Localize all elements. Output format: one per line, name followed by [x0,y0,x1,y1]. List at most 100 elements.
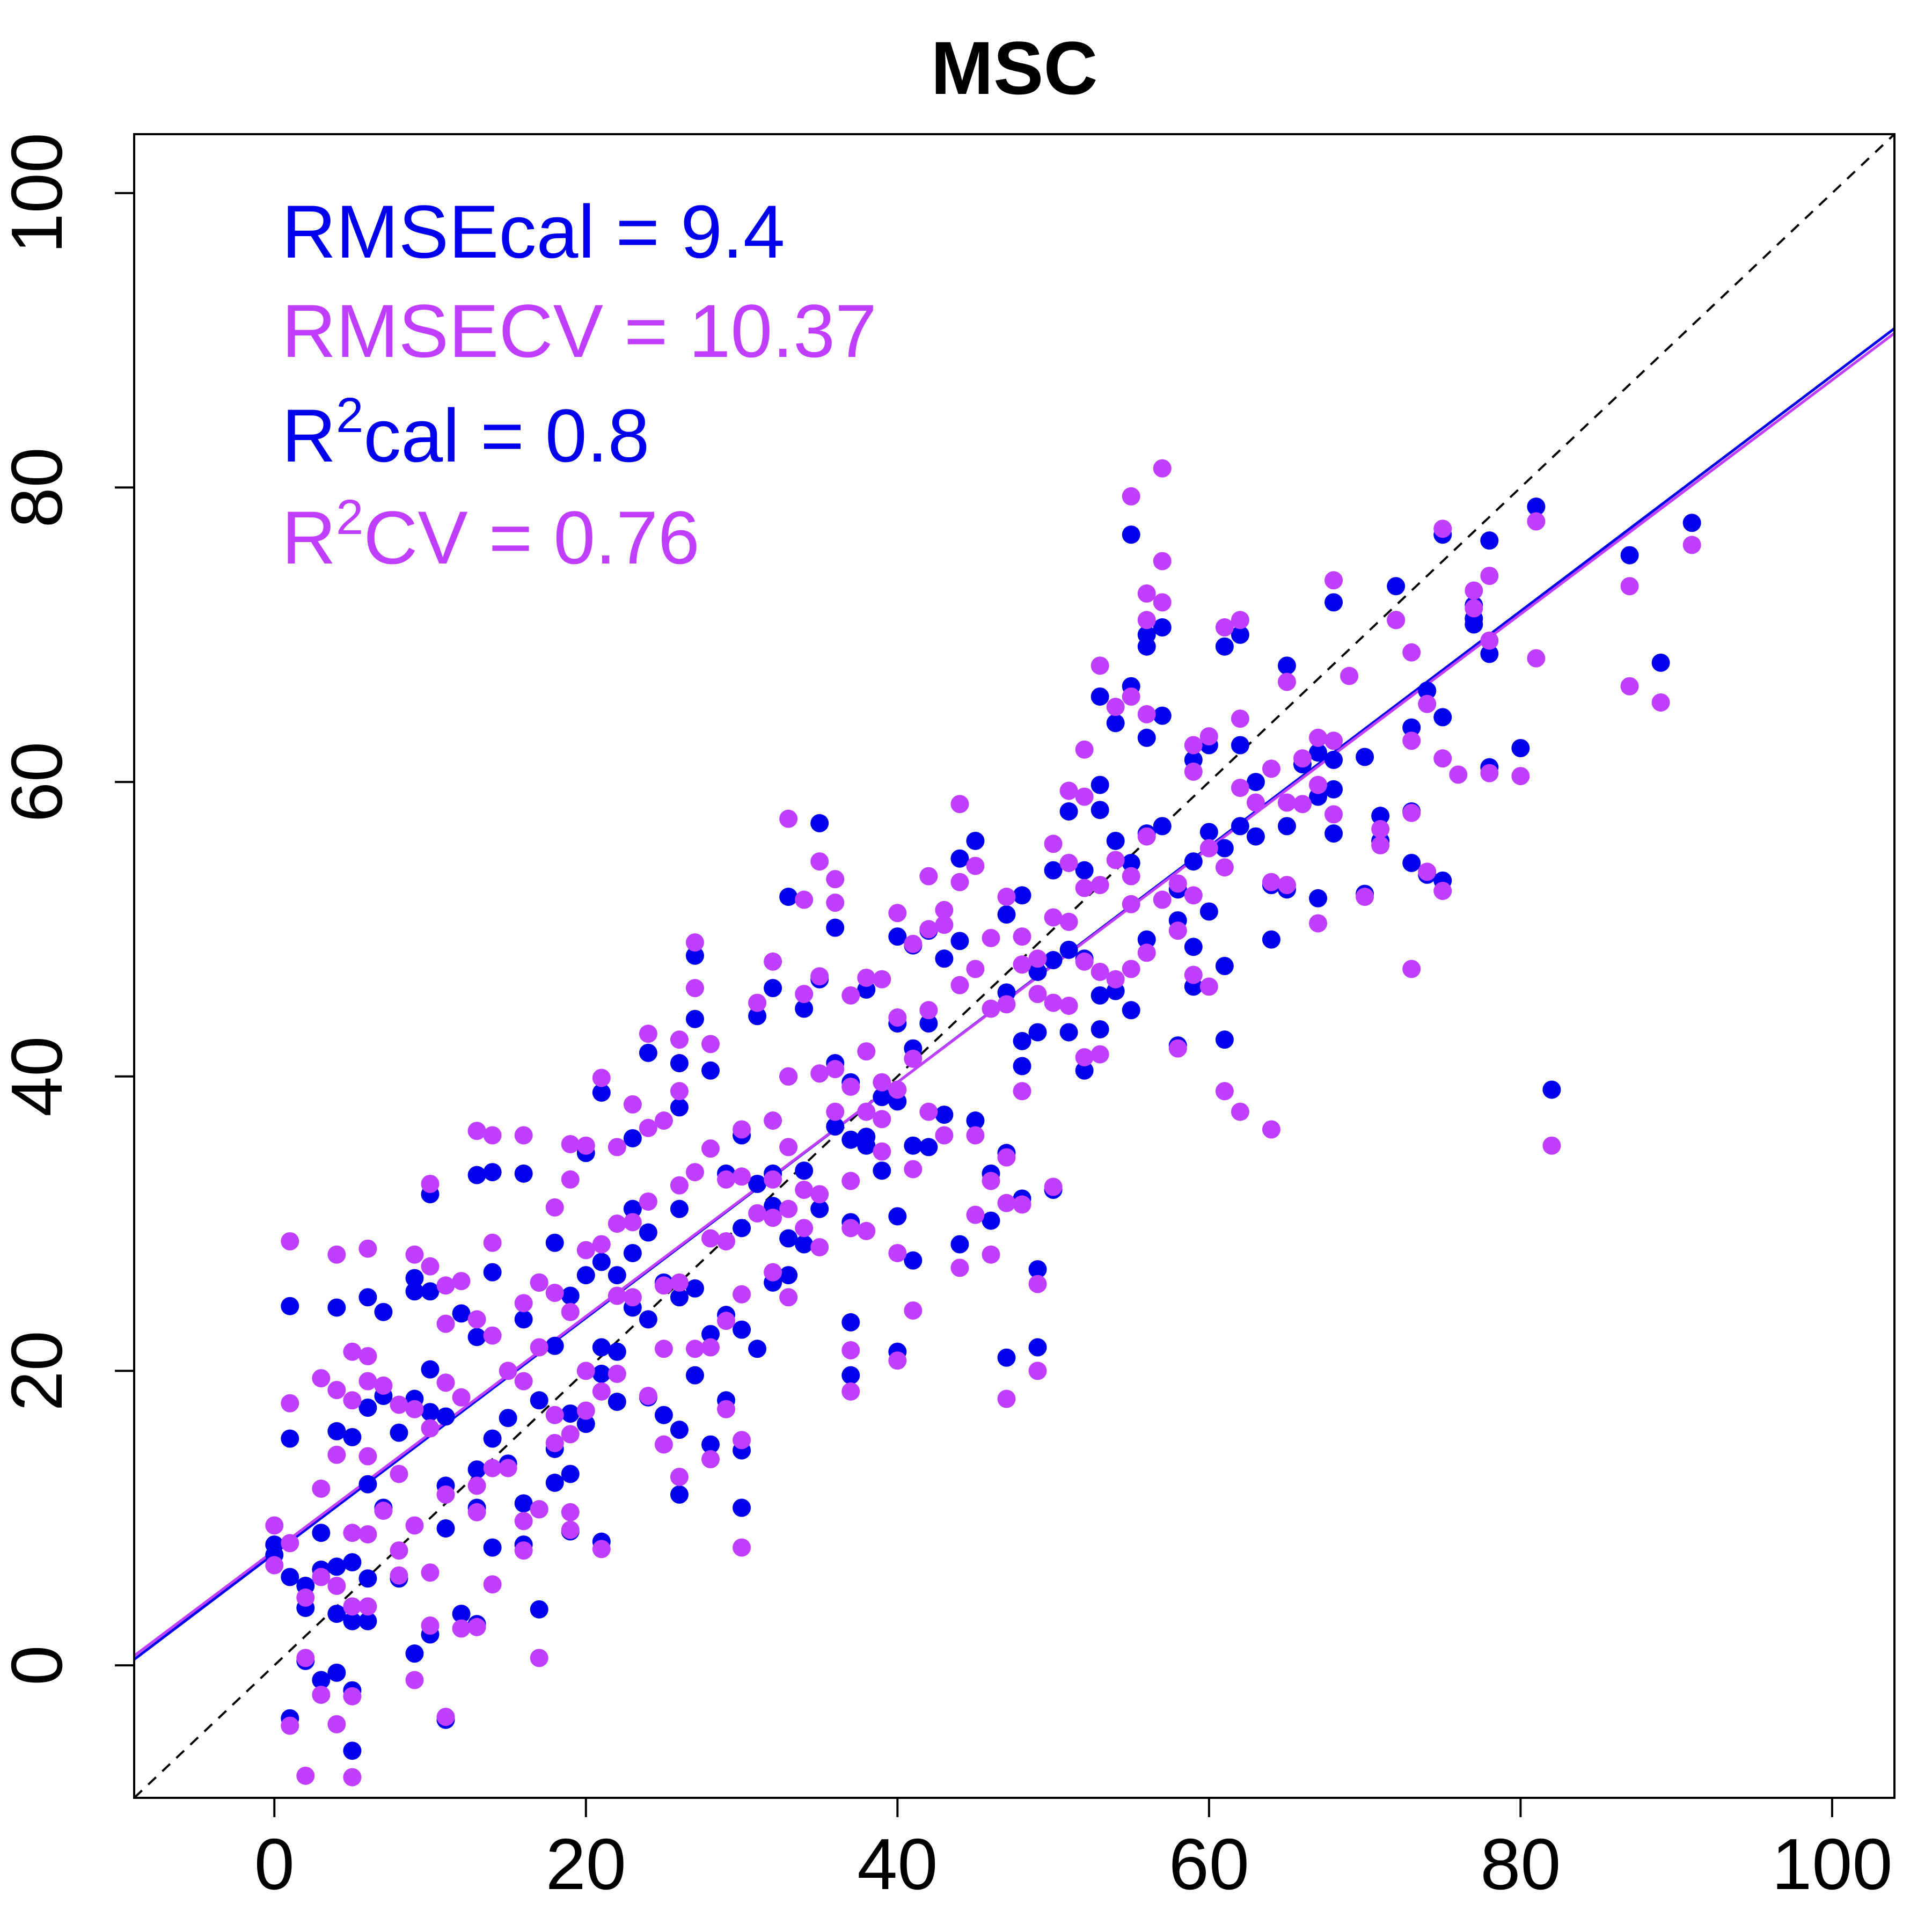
calibration-point [748,1007,767,1026]
cross_validation-point [1309,728,1328,747]
calibration-point [561,1404,580,1423]
cross_validation-point [1028,1362,1047,1380]
cross_validation-point [1262,1120,1280,1139]
cross_validation-point [545,1284,564,1302]
calibration-point [467,1328,486,1346]
calibration-point [1075,1061,1094,1080]
cross_validation-point [717,1400,736,1418]
cross_validation-point [685,1340,704,1358]
calibration-point [1215,637,1234,656]
cross_validation-point [405,1671,424,1689]
calibration-point [1324,593,1343,612]
cross_validation-point [670,1030,689,1049]
cross_validation-point [467,1618,486,1636]
cross_validation-point [1137,827,1156,846]
cross_validation-point [733,1167,751,1186]
x-tick-label: 0 [254,1824,295,1905]
cross_validation-point [1153,552,1172,570]
cross_validation-point [1059,781,1078,800]
calibration-point [888,927,907,946]
x-tick-label: 100 [1772,1824,1892,1905]
calibration-point [1091,1020,1109,1038]
cross_validation-point [1620,577,1639,596]
cross_validation-point [670,1176,689,1195]
cross_validation-point [1199,839,1218,858]
cross_validation-point [608,1214,626,1233]
calibration-point [436,1519,455,1538]
cross_validation-point [1168,1039,1187,1058]
cross_validation-point [904,1160,923,1179]
calibration-point [623,1129,642,1147]
y-tick-label: 60 [0,742,77,822]
calibration-point [1246,773,1265,792]
cross_validation-point [1433,519,1452,538]
calibration-point [779,1266,798,1285]
calibration-point [1091,801,1109,819]
cross_validation-point [841,1172,860,1190]
cross_validation-point [717,1170,736,1189]
cross_validation-point [966,857,985,875]
calibration-point [343,1612,362,1630]
calibration-point [873,1088,891,1107]
calibration-point [685,1366,704,1385]
cross_validation-point [997,1148,1016,1167]
cross_validation-point [1059,912,1078,931]
calibration-point [1106,714,1125,733]
cross_validation-point [1620,677,1639,696]
cross_validation-point [779,1199,798,1218]
x-tick-label: 60 [1169,1824,1249,1905]
calibration-point [904,1136,923,1155]
chart-title: MSC [931,26,1097,110]
calibration-point [1137,728,1156,747]
cross_validation-point [623,1095,642,1114]
cross_validation-point [343,1342,362,1361]
cross_validation-point [670,1467,689,1486]
cross_validation-point [733,1285,751,1304]
cross_validation-point [935,916,954,934]
cross_validation-point [873,1110,891,1129]
calibration-point [639,1310,657,1329]
cross_validation-point [296,1766,315,1785]
r2-cal-label: R2cal = 0.8 [282,388,649,478]
cross_validation-point [608,1138,626,1157]
calibration-point [1620,546,1639,565]
calibration-point [1013,886,1031,905]
calibration-point [1527,497,1546,516]
cross_validation-point [1013,1082,1031,1101]
cross_validation-point [670,1082,689,1101]
cross_validation-point [1091,656,1109,675]
cross_validation-point [935,901,954,919]
cross_validation-point [343,1391,362,1410]
calibration-point [499,1409,517,1428]
cross_validation-point [733,1120,751,1139]
y-tick-label: 80 [0,447,77,528]
cross_validation-point [281,1534,299,1553]
cross_validation-point [421,1563,440,1582]
calibration-point [1542,1080,1561,1099]
calibration-point [358,1569,377,1588]
cross_validation-point [950,976,969,994]
calibration-point [327,1663,346,1682]
calibration-point [919,1014,938,1033]
calibration-point [748,1340,767,1358]
calibration-point [561,1286,580,1305]
calibration-point [623,1243,642,1262]
calibration-point [1215,839,1234,858]
cross_validation-point [1091,1045,1109,1064]
calibration-point [1231,817,1249,836]
cross_validation-point [1028,1275,1047,1293]
cross_validation-point [1153,890,1172,909]
calibration-point [1122,853,1140,872]
calibration-point [1153,817,1172,836]
calibration-point [514,1310,533,1329]
calibration-point [1480,645,1499,663]
calibration-point [1075,861,1094,880]
calibration-point [483,1429,502,1448]
cross_validation-point [733,1538,751,1557]
cross_validation-point [1293,749,1312,768]
cross_validation-point [327,1245,346,1264]
calibration-point [1059,940,1078,959]
cross_validation-point [452,1272,471,1291]
calibration-point [795,999,814,1018]
